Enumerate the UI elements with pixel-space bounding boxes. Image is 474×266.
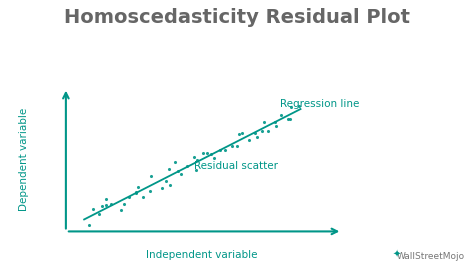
Point: [277, 113, 284, 117]
Point: [139, 195, 146, 199]
Point: [235, 132, 242, 136]
Text: Regression line: Regression line: [280, 99, 359, 109]
Point: [192, 168, 200, 172]
Point: [166, 183, 174, 187]
Point: [287, 117, 294, 121]
Point: [102, 196, 109, 201]
Point: [174, 169, 182, 173]
Point: [134, 185, 142, 189]
Point: [207, 152, 215, 157]
Point: [183, 164, 191, 168]
Point: [259, 129, 266, 133]
Point: [102, 203, 110, 207]
Point: [95, 211, 103, 216]
Point: [190, 154, 198, 159]
Point: [264, 128, 272, 133]
Point: [221, 148, 229, 152]
Point: [126, 195, 133, 200]
Point: [120, 202, 128, 206]
Point: [177, 172, 185, 177]
Text: Dependent variable: Dependent variable: [19, 108, 29, 211]
Point: [296, 103, 303, 108]
Point: [199, 151, 207, 155]
Point: [132, 189, 140, 194]
Point: [260, 120, 268, 124]
Text: Residual scatter: Residual scatter: [194, 161, 278, 171]
Point: [228, 143, 236, 148]
Point: [172, 160, 179, 164]
Point: [233, 144, 241, 148]
Point: [203, 151, 210, 155]
Text: ✦: ✦: [392, 249, 401, 259]
Point: [85, 223, 92, 227]
Point: [210, 155, 218, 160]
Text: Homoscedasticity Residual Plot: Homoscedasticity Residual Plot: [64, 8, 410, 27]
Point: [253, 134, 261, 139]
Point: [132, 191, 140, 195]
Point: [118, 208, 125, 212]
Point: [288, 105, 295, 109]
Point: [147, 174, 155, 178]
Point: [99, 204, 106, 208]
Point: [284, 117, 292, 121]
Point: [271, 120, 278, 124]
Point: [158, 186, 165, 190]
Point: [193, 158, 201, 162]
Text: Independent variable: Independent variable: [146, 250, 257, 260]
Point: [146, 189, 154, 193]
Point: [162, 179, 170, 183]
Point: [251, 131, 258, 135]
Point: [272, 124, 280, 128]
Point: [89, 207, 97, 211]
Point: [217, 148, 224, 152]
Point: [107, 202, 115, 206]
Text: WallStreetMojo: WallStreetMojo: [396, 252, 465, 261]
Point: [165, 167, 173, 171]
Point: [246, 138, 253, 142]
Point: [238, 131, 246, 135]
